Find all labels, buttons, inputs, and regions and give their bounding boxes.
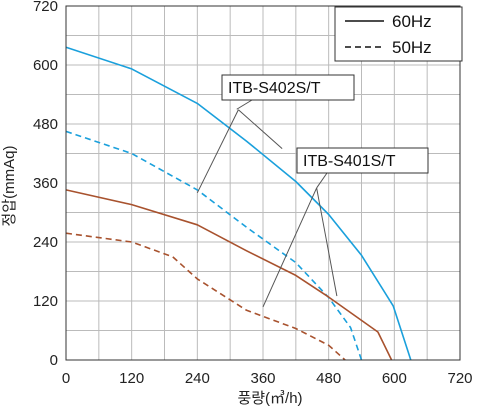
legend-label-50hz: 50Hz xyxy=(392,38,432,57)
y-tick-label: 600 xyxy=(33,57,58,74)
x-tick-label: 600 xyxy=(382,370,407,387)
x-axis-title: 풍량(㎥/h) xyxy=(237,390,302,407)
x-tick-label: 120 xyxy=(119,370,144,387)
callout-leader-line xyxy=(196,109,239,194)
callout-leader-line xyxy=(238,109,283,149)
x-tick-label: 360 xyxy=(250,370,275,387)
series-line-itb-s401s-t-60hz xyxy=(65,189,393,361)
y-axis-title: 정압(mmAq) xyxy=(1,146,18,227)
callout-box xyxy=(296,147,429,174)
callout-connector xyxy=(316,172,328,189)
series-line-itb-s401s-t-50hz xyxy=(65,232,346,361)
y-tick-label: 240 xyxy=(33,234,58,251)
callout-leader-line xyxy=(262,187,318,308)
callout-label: ITB-S401S/T xyxy=(303,153,396,170)
y-tick-label: 120 xyxy=(33,293,58,310)
plot-frame xyxy=(65,5,461,361)
y-tick-label: 360 xyxy=(33,175,58,192)
plot-border xyxy=(65,5,461,361)
callout-box xyxy=(221,74,355,101)
callout-label: ITB-S402S/T xyxy=(228,80,321,97)
legend-box xyxy=(334,6,463,62)
callouts: ITB-S402S/T ITB-S401S/T xyxy=(196,74,429,308)
legend: 60Hz 50Hz xyxy=(334,6,463,62)
series-line-itb-s402s-t-60hz xyxy=(65,46,412,361)
legend-label-60hz: 60Hz xyxy=(392,12,432,31)
callout-leader-line xyxy=(316,187,338,297)
callout-connector xyxy=(236,99,253,110)
y-tick-label: 480 xyxy=(33,116,58,133)
series-line-itb-s402s-t-50hz xyxy=(65,130,363,361)
x-tick-label: 720 xyxy=(447,370,472,387)
y-tick-label: 720 xyxy=(33,0,58,15)
x-tick-label: 0 xyxy=(62,370,70,387)
x-tick-label: 480 xyxy=(316,370,341,387)
x-tick-label: 240 xyxy=(185,370,210,387)
series-layer xyxy=(65,46,412,361)
y-tick-label: 0 xyxy=(50,352,58,369)
tick-labels: 0 120 240 360 480 600 720 0 120 240 360 480 600 720 xyxy=(33,0,473,387)
